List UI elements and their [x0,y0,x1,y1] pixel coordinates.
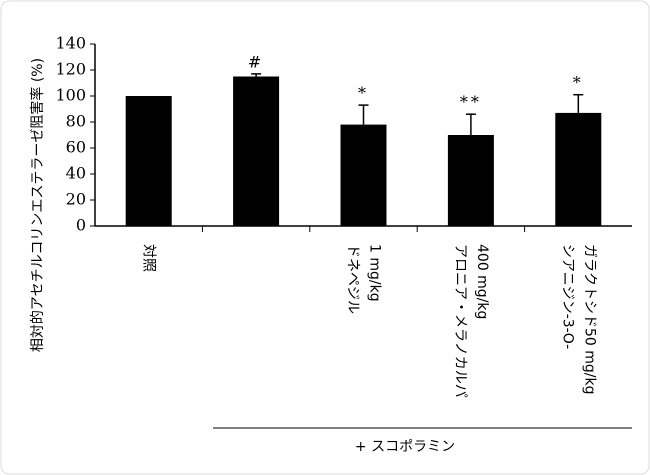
significance-marker: ** [460,93,482,112]
bar [555,112,602,226]
x-tick-label: 対照 [141,244,157,272]
x-tick-label: アロニア・メラノカルパ 400 mg/kg [452,244,490,398]
y-tick-label: 120 [55,60,86,79]
y-tick-label: 0 [76,216,86,235]
y-tick-label: 60 [66,138,86,157]
bar [233,76,280,226]
group-label: + スコポラミン [355,439,455,455]
significance-marker: * [573,73,584,92]
bar [340,124,387,226]
x-tick-label: ドネペジル 1 mg/kg [345,244,383,314]
x-tick-label: シアニジン-3-O- ガラクトシド50 mg/kg [559,244,597,395]
y-axis-label: 相対的アセチルコリンエステラーゼ阻害率 (%) [29,58,46,352]
significance-marker: # [248,52,264,71]
y-tick-label: 100 [55,86,86,105]
y-tick-label: 20 [66,190,86,209]
bar [447,135,494,226]
y-tick-label: 40 [66,164,86,183]
y-tick-label: 80 [66,112,86,131]
bar [125,96,172,226]
y-tick-label: 140 [55,34,86,53]
significance-marker: * [358,84,369,103]
